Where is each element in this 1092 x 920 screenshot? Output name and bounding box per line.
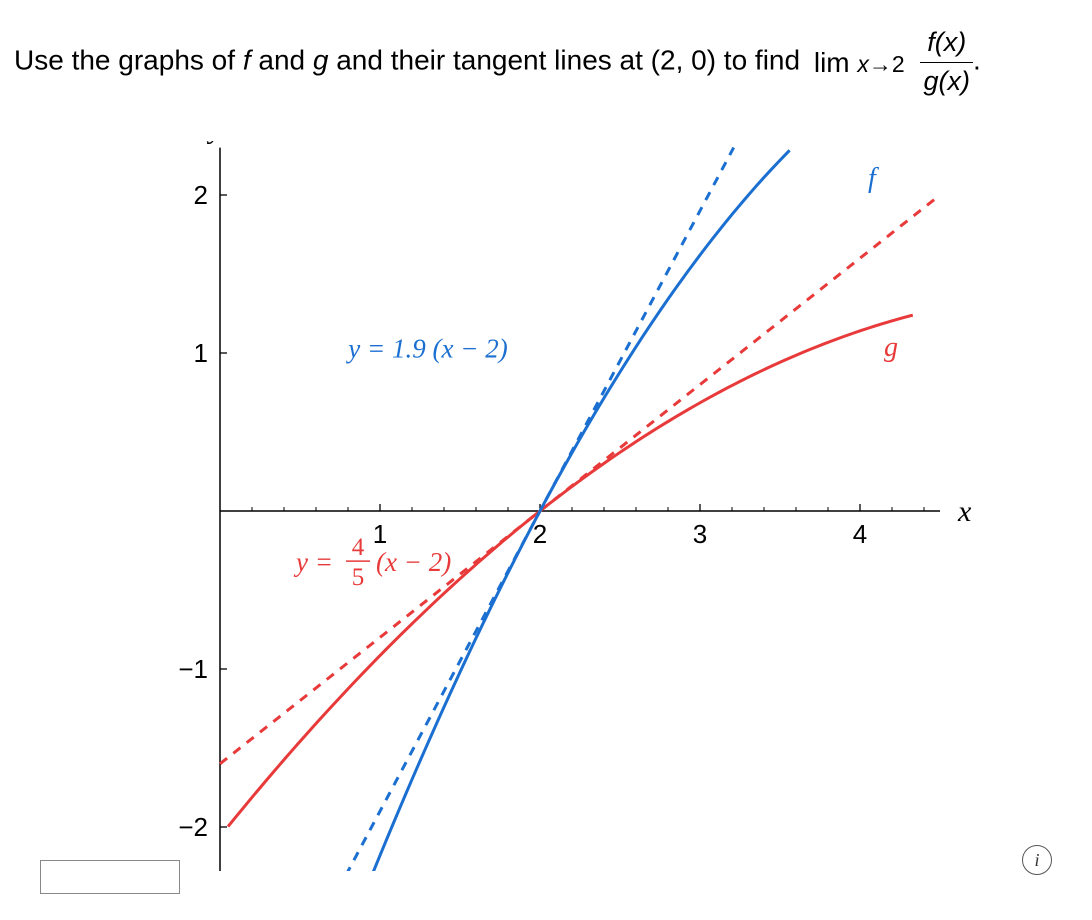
svg-text:−2: −2 — [178, 812, 208, 842]
info-glyph: i — [1034, 850, 1039, 871]
fraction: f(x) g(x) — [920, 24, 973, 101]
prompt-f: f — [243, 45, 251, 76]
svg-text:(x − 2): (x − 2) — [376, 547, 451, 577]
svg-text:f: f — [868, 163, 879, 194]
fraction-denominator: g(x) — [920, 63, 973, 101]
svg-text:3: 3 — [693, 519, 707, 549]
limit-expression: lim x→2 — [814, 43, 905, 82]
svg-text:5: 5 — [352, 564, 365, 591]
fraction-numerator: f(x) — [920, 24, 973, 63]
answer-input[interactable] — [40, 860, 180, 894]
prompt-mid: and their tangent lines at (2, 0) to fin… — [328, 45, 807, 76]
svg-text:y: y — [206, 141, 223, 145]
svg-text:1: 1 — [194, 338, 208, 368]
svg-text:2: 2 — [194, 180, 208, 210]
svg-text:4: 4 — [352, 534, 365, 561]
svg-text:g: g — [884, 332, 898, 363]
chart-area: 1234−2−112xyy = 1.9 (x − 2)y = 45 (x − 2… — [120, 141, 1010, 871]
prompt-prefix: Use the graphs of — [14, 45, 243, 76]
info-icon[interactable]: i — [1022, 845, 1052, 875]
prompt-g: g — [313, 45, 329, 76]
prompt-period: . — [973, 45, 981, 76]
chart-svg: 1234−2−112xyy = 1.9 (x − 2)y = 45 (x − 2… — [120, 141, 1010, 871]
svg-text:x: x — [957, 495, 972, 528]
limit-word: lim — [814, 47, 850, 78]
question-prompt: Use the graphs of f and g and their tang… — [0, 16, 1092, 101]
svg-text:4: 4 — [853, 519, 867, 549]
svg-text:y =: y = — [293, 547, 333, 577]
svg-text:y = 1.9 (x − 2): y = 1.9 (x − 2) — [345, 333, 507, 363]
svg-text:1: 1 — [373, 519, 387, 549]
limit-subscript: x→2 — [857, 51, 904, 77]
svg-text:−1: −1 — [178, 654, 208, 684]
prompt-and: and — [251, 45, 313, 76]
